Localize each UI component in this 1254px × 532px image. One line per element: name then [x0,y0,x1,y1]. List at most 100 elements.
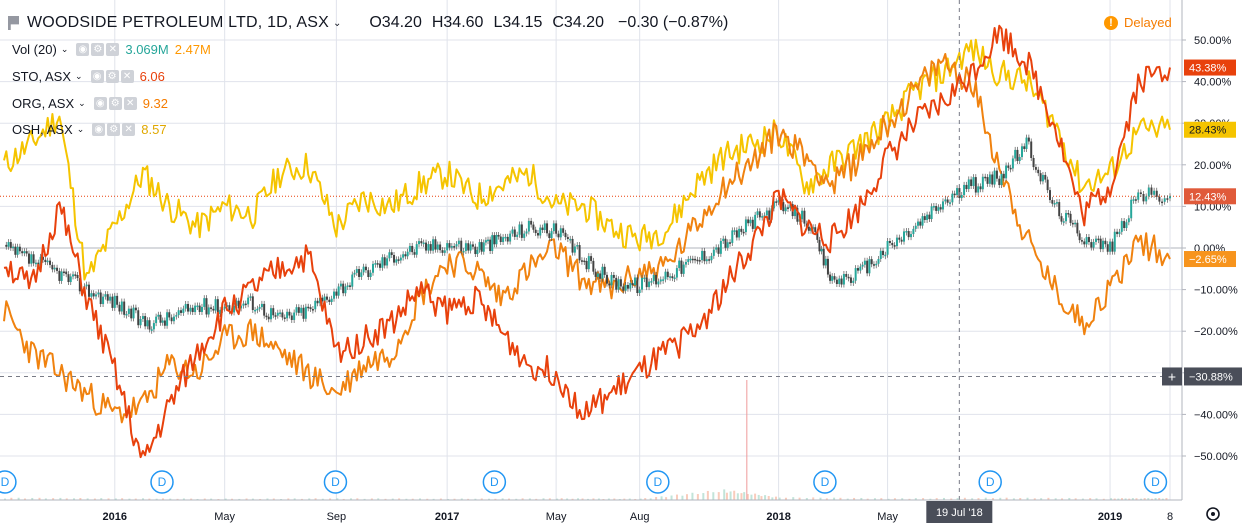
crosshair-plus-box[interactable] [1162,367,1182,386]
dividend-marker[interactable] [323,470,348,494]
dividend-marker[interactable] [1143,470,1168,494]
candle-body [323,296,326,302]
candle-body [877,258,880,264]
candle-body [820,248,823,252]
candle-body [212,308,215,311]
indicator-row-volume[interactable]: Vol (20) ⌄ ◉ ⚙ ✕ 3.069M 2.47M [12,40,211,58]
indicator-row-osh[interactable]: OSH, ASX ⌄ ◉ ⚙ ✕ 8.57 [12,120,167,138]
candle-body [513,229,516,237]
close-icon[interactable]: ✕ [106,42,120,56]
chevron-down-icon[interactable]: ⌄ [75,70,83,81]
candle-body [812,227,815,229]
volume-bar [535,498,538,500]
volume-bar [405,498,408,500]
gear-icon[interactable] [1206,507,1220,521]
open-value: O34.20 [369,14,422,31]
gear-icon[interactable]: ⚙ [107,122,121,136]
candle-body [374,263,377,265]
candle-body [168,312,171,318]
volume-bar [1019,498,1022,500]
dividend-marker[interactable] [150,470,174,494]
volume-bar [597,498,600,500]
chevron-down-icon[interactable]: ⌄ [76,123,85,134]
indicator-label[interactable]: Vol (20) [12,41,57,57]
candle-body [842,273,845,285]
close-icon[interactable]: ✕ [123,96,137,110]
candle-body [768,210,771,220]
close-icon[interactable]: ✕ [122,122,136,136]
candle-body [163,320,166,326]
candle-body [705,259,708,262]
series-line-org[interactable] [3,53,1171,424]
candle-body [562,228,565,233]
dividend-marker[interactable] [813,470,837,494]
candle-body [622,286,625,291]
indicator-label[interactable]: STO, ASX [12,68,72,84]
candle-body [603,266,606,275]
candle-body [113,295,116,308]
dividend-marker[interactable] [0,470,17,494]
candle-body [228,305,231,312]
candle-body [1058,202,1061,217]
chevron-down-icon[interactable]: ⌄ [60,43,69,54]
delayed-badge[interactable]: ! Delayed [1104,15,1172,30]
eye-icon[interactable]: ◉ [90,69,104,83]
candle-body [311,309,314,311]
dividend-marker[interactable] [978,470,1002,494]
candle-body [123,301,126,315]
volume-bar [79,498,82,500]
close-icon[interactable]: ✕ [120,69,134,83]
gear-icon[interactable]: ⚙ [105,69,119,83]
candle-body [267,316,270,320]
candle-body [130,308,133,319]
candle-body [580,260,583,262]
gear-icon[interactable]: ⚙ [91,42,105,56]
candle-body [682,264,685,274]
indicator-row-sto[interactable]: STO, ASX ⌄ ◉ ⚙ ✕ 6.06 [12,67,165,85]
volume-bar [162,498,165,500]
candle-body [159,314,162,323]
indicator-label[interactable]: ORG, ASX [12,95,75,111]
candle-body [687,259,690,263]
volume-bar [426,498,429,500]
eye-icon[interactable]: ◉ [92,122,106,136]
chevron-down-icon[interactable]: ⌄ [332,17,342,29]
eye-icon[interactable]: ◉ [76,42,90,56]
symbol-title[interactable]: WOODSIDE PETROLEUM LTD, 1D, ASX [27,14,329,31]
candle-body [32,254,35,264]
candle-body [351,274,354,287]
candle-body [979,186,982,190]
indicator-label[interactable]: OSH, ASX [12,121,73,137]
candle-body [786,207,789,209]
candle-body [1000,173,1003,186]
candle-body [751,219,754,229]
series-line-osh[interactable] [3,38,1171,281]
candle-body [260,303,263,308]
candle-body [1080,240,1083,242]
eye-icon[interactable]: ◉ [93,96,107,110]
series-line-sto[interactable] [3,24,1171,459]
dividend-marker[interactable] [646,470,670,494]
volume-bar [453,498,456,500]
chevron-down-icon[interactable]: ⌄ [78,97,86,108]
gear-icon[interactable]: ⚙ [108,96,122,110]
candle-body [910,234,913,238]
volume-bar [259,498,262,500]
candle-body [402,254,405,258]
candle-body [995,170,998,179]
candle-body [879,250,882,259]
flag-icon[interactable] [8,16,19,30]
indicator-row-org[interactable]: ORG, ASX ⌄ ◉ ⚙ ✕ 9.32 [12,94,168,112]
crosshair-value-box [1184,367,1242,386]
candle-body [1025,137,1028,149]
candle-body [838,278,841,285]
volume-bar [134,498,137,500]
candle-body [1147,187,1150,197]
volume-bar [723,489,726,500]
volume-bar [873,498,876,500]
dividend-marker[interactable] [482,470,507,494]
volume-bar [391,498,394,500]
candle-body [14,246,17,255]
volume-bar [675,494,678,500]
